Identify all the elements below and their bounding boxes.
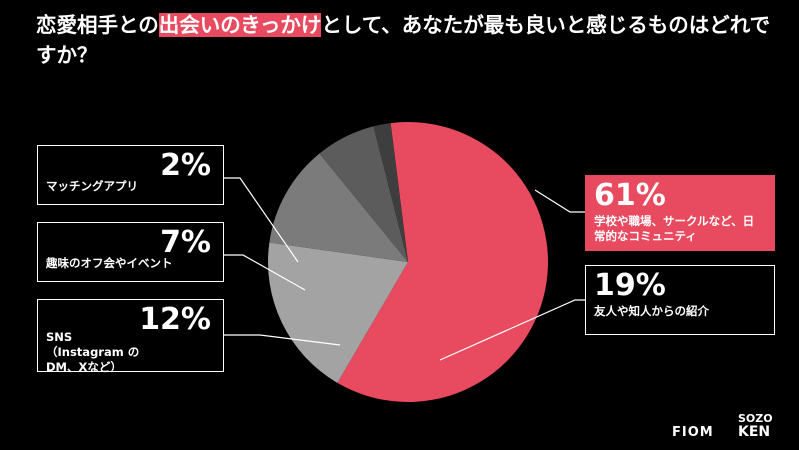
pie-slice [269,153,408,262]
category-label: 趣味のオフ会やイベント [46,256,173,270]
category-label: 友人や知人からの紹介 [594,304,709,318]
value-label: 61% [594,178,666,213]
leader-line [534,189,585,213]
logo: SOZO [738,412,773,425]
category-label: 学校や職場、サークルなど、日常的なコミュニティ [594,214,755,243]
label-box: 19% 友人や知人からの紹介 [585,265,775,335]
pie-slice [267,242,408,383]
leader-line [439,299,585,361]
category-label: マッチングアプリ [46,179,138,193]
value-label: 7% [160,225,211,260]
label-box: 2% マッチングアプリ [37,145,224,205]
pie-slice [337,122,548,403]
category-label: SNS（Instagram のDM、Xなど） [46,330,140,374]
chart-title: 恋愛相手との出会いのきっかけとして、あなたが最も良いと感じるものはどれですか？ [36,10,786,70]
leader-line [224,254,306,291]
title-part: として、あなたが最も良いと感じるものはどれですか？ [36,13,771,67]
logo: FIOM [672,425,714,440]
value-label: 12% [139,302,211,337]
value-label: 2% [160,148,211,183]
label-box: 61% 学校や職場、サークルなど、日常的なコミュニティ [585,175,775,251]
leader-line [224,334,341,346]
title-highlight: 出会いのきっかけ [158,13,322,37]
logo: KEN [738,424,771,440]
value-label: 19% [594,268,666,303]
title-part: 恋愛相手との [36,13,159,37]
leader-line [224,177,299,263]
label-box: 12% SNS（Instagram のDM、Xなど） [37,299,224,374]
label-box: 7% 趣味のオフ会やイベント [37,222,224,282]
pie-slice [373,123,408,262]
pie-slice [319,126,408,263]
